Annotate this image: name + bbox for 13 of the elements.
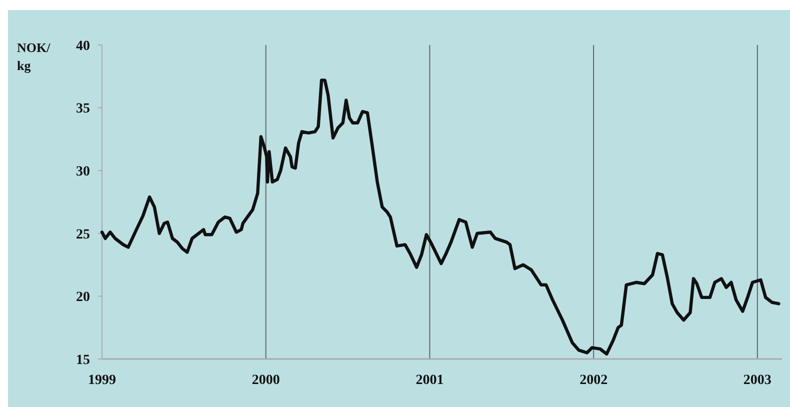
line-series	[100, 78, 780, 356]
y-tick-label: 25	[76, 227, 90, 242]
y-tick-label: 20	[76, 290, 90, 306]
y-axis-title: NOK/ kg	[17, 40, 51, 73]
y-tick-label: 35	[76, 102, 90, 117]
y-tick-label: 40	[76, 38, 90, 54]
x-tick-label: 2001	[416, 373, 444, 388]
x-tick-label: 2003	[743, 373, 772, 388]
x-tick-label: 2000	[252, 373, 280, 388]
y-tick-label: 15	[76, 352, 90, 368]
x-tick-label: 2002	[580, 373, 608, 388]
x-tick-label: 1999	[88, 373, 116, 388]
y-tick-label: 30	[76, 164, 90, 180]
